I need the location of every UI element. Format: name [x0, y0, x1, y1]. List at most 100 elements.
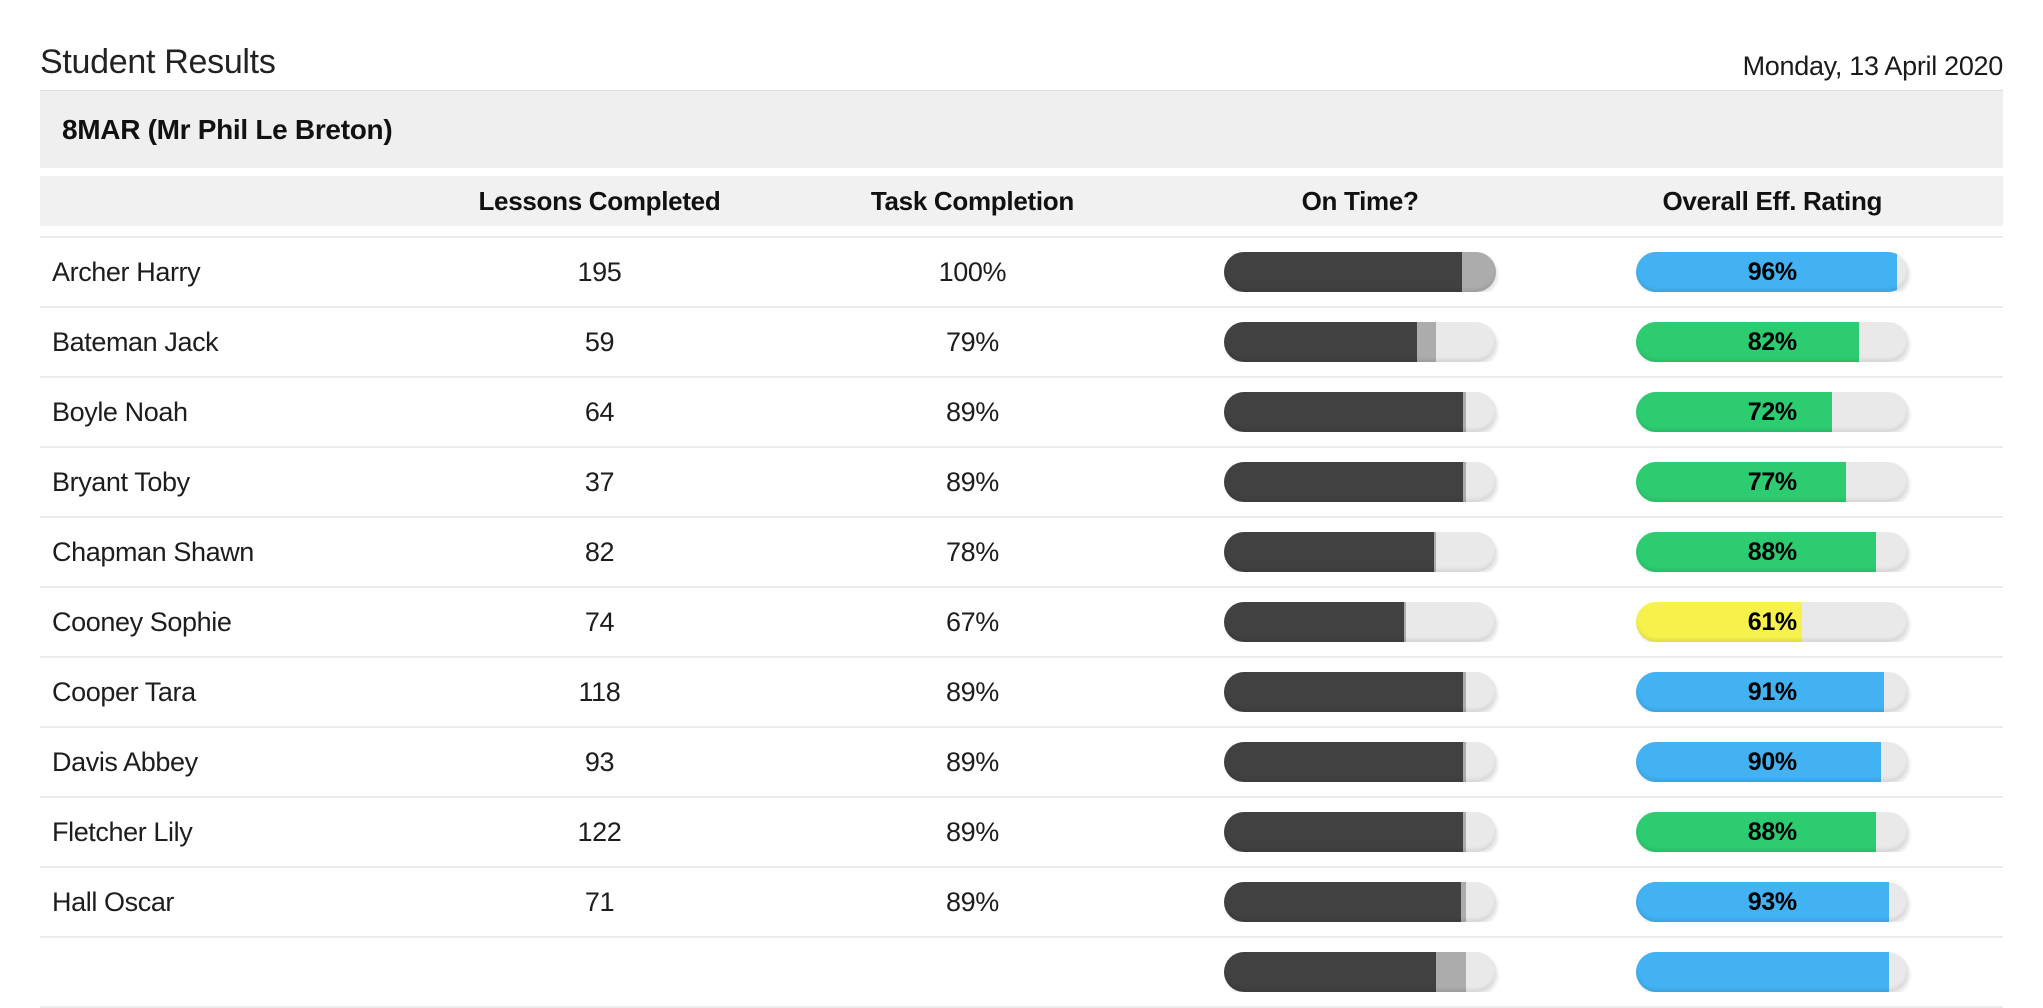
task-value: 67% — [945, 606, 999, 637]
lessons-value: 122 — [577, 816, 622, 847]
student-name: Archer Harry — [52, 256, 201, 287]
ontime-late-fill — [1463, 812, 1467, 852]
table-row — [40, 938, 2003, 1008]
task-value: 78% — [945, 536, 999, 567]
student-name: Bryant Toby — [52, 466, 190, 497]
rating-label: 88% — [1747, 817, 1797, 846]
rating-label: 88% — [1747, 537, 1797, 566]
rating-label: 90% — [1747, 747, 1797, 776]
rating-label: 96% — [1747, 257, 1797, 286]
ontime-meter — [1224, 532, 1497, 572]
rating-meter: 72% — [1636, 392, 1909, 432]
rating-fill — [1636, 322, 1860, 362]
rating-fill — [1636, 392, 1833, 432]
rating-fill — [1636, 742, 1882, 782]
rating-fill — [1636, 462, 1846, 502]
title-bar: Student Results Monday, 13 April 2020 — [40, 0, 2003, 90]
student-name: Cooney Sophie — [52, 606, 232, 637]
ontime-fill — [1224, 742, 1464, 782]
ontime-late-fill — [1462, 252, 1497, 292]
ontime-meter — [1224, 882, 1497, 922]
table-row: Davis Abbey 93 89% 90% — [40, 728, 2003, 798]
rating-fill — [1636, 882, 1890, 922]
student-name: Chapman Shawn — [52, 536, 254, 567]
lessons-value: 74 — [584, 606, 615, 637]
rating-fill — [1636, 602, 1803, 642]
ontime-late-fill — [1463, 672, 1467, 712]
table-row: Archer Harry 195 100% 96% — [40, 238, 2003, 308]
lessons-value: 195 — [577, 256, 622, 287]
rating-meter: 96% — [1636, 252, 1909, 292]
task-value: 89% — [945, 746, 999, 777]
rating-label — [1636, 952, 1908, 992]
rating-meter — [1636, 952, 1909, 992]
task-value: 89% — [945, 396, 999, 427]
student-name: Bateman Jack — [52, 326, 219, 357]
ontime-meter — [1224, 462, 1497, 502]
rating-meter: 93% — [1636, 882, 1909, 922]
ontime-meter — [1224, 812, 1497, 852]
lessons-value: 118 — [578, 676, 621, 707]
student-name: Fletcher Lily — [52, 816, 193, 847]
rating-meter: 91% — [1636, 672, 1909, 712]
lessons-value: 37 — [584, 466, 615, 497]
rating-fill — [1636, 532, 1876, 572]
ontime-fill — [1224, 882, 1461, 922]
task-value: 89% — [945, 886, 999, 917]
ontime-meter — [1224, 742, 1497, 782]
rating-fill — [1636, 252, 1898, 292]
lessons-value: 82 — [584, 536, 615, 567]
task-value: 79% — [945, 326, 999, 357]
task-value: 89% — [945, 816, 999, 847]
rating-meter: 90% — [1636, 742, 1909, 782]
ontime-fill — [1224, 322, 1418, 362]
ontime-meter — [1224, 952, 1497, 992]
ontime-meter — [1224, 602, 1497, 642]
student-name: Boyle Noah — [52, 396, 188, 427]
ontime-meter — [1224, 392, 1497, 432]
column-header-task: Task Completion — [870, 185, 1074, 216]
ontime-fill — [1224, 672, 1464, 712]
ontime-fill — [1224, 952, 1437, 992]
rating-label: 77% — [1747, 467, 1797, 496]
table-row: Hall Oscar 71 89% 93% — [40, 868, 2003, 938]
rating-meter: 77% — [1636, 462, 1909, 502]
student-name: Cooper Tara — [52, 676, 196, 707]
report-date: Monday, 13 April 2020 — [1742, 51, 2004, 81]
rating-label: 93% — [1747, 887, 1797, 916]
rating-meter: 88% — [1636, 532, 1909, 572]
ontime-meter — [1224, 672, 1497, 712]
lessons-value: 59 — [584, 326, 615, 357]
column-header-rating: Overall Eff. Rating — [1662, 185, 1883, 216]
table-row: Boyle Noah 64 89% 72% — [40, 378, 2003, 448]
ontime-late-fill — [1460, 882, 1467, 922]
ontime-fill — [1224, 252, 1463, 292]
rating-fill — [1636, 672, 1884, 712]
table-row: Bryant Toby 37 89% 77% — [40, 448, 2003, 518]
ontime-fill — [1224, 462, 1464, 502]
ontime-late-fill — [1403, 602, 1407, 642]
rating-meter: 82% — [1636, 322, 1909, 362]
task-value: 100% — [938, 256, 1007, 287]
rating-label: 82% — [1747, 327, 1797, 356]
rating-meter: 88% — [1636, 812, 1909, 852]
lessons-value: 71 — [584, 886, 615, 917]
ontime-fill — [1224, 532, 1434, 572]
rating-label: 91% — [1747, 677, 1797, 706]
ontime-late-fill — [1463, 462, 1467, 502]
rating-fill — [1636, 812, 1876, 852]
column-header-lessons: Lessons Completed — [478, 185, 721, 216]
student-name: Hall Oscar — [52, 886, 175, 917]
student-name: Davis Abbey — [52, 746, 198, 777]
ontime-late-fill — [1436, 952, 1467, 992]
table-row: Cooney Sophie 74 67% 61% — [40, 588, 2003, 658]
rating-label: 61% — [1747, 607, 1797, 636]
ontime-meter — [1224, 252, 1497, 292]
page-title: Student Results — [40, 43, 276, 81]
student-results-page: Student Results Monday, 13 April 2020 8M… — [40, 0, 2003, 1008]
table-row: Bateman Jack 59 79% 82% — [40, 308, 2003, 378]
task-value: 89% — [945, 466, 999, 497]
lessons-value: 93 — [584, 746, 615, 777]
ontime-fill — [1224, 602, 1404, 642]
ontime-late-fill — [1433, 532, 1437, 572]
